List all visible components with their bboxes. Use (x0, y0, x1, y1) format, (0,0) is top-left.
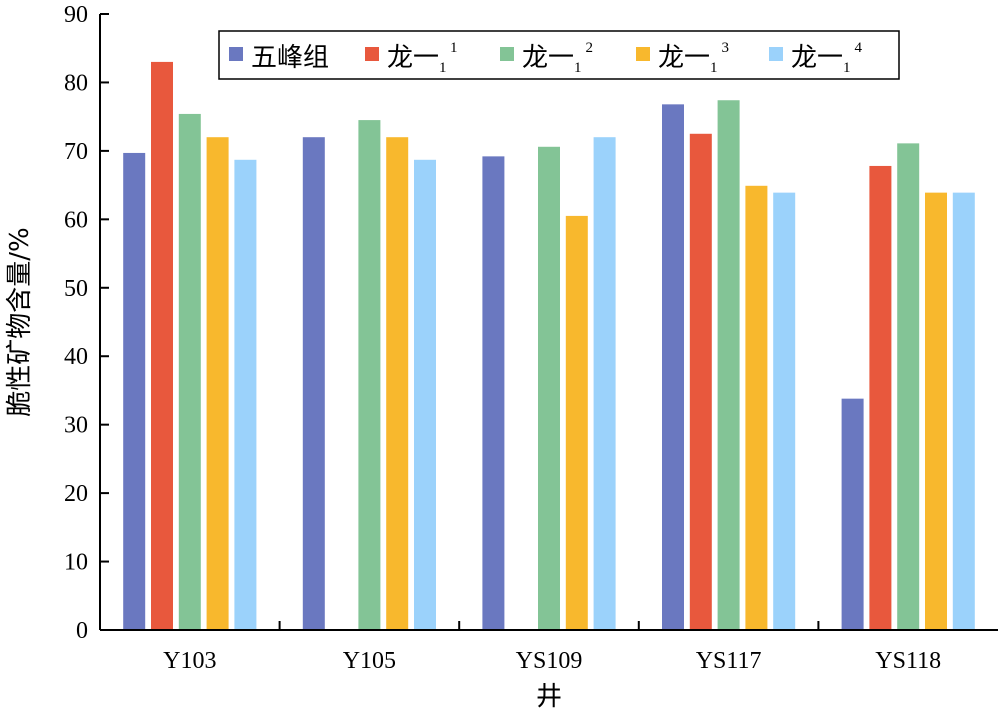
y-tick-label: 50 (64, 276, 88, 302)
bar-YS118-series-2 (897, 143, 920, 631)
bar-YS118-series-4 (952, 192, 975, 630)
bar-Y105-series-2 (358, 120, 381, 630)
bar-Y103-series-2 (178, 113, 201, 630)
bars-layer (123, 61, 975, 631)
x-tick-label: YS109 (516, 648, 583, 674)
legend: 五峰组 龙一11 龙一12 龙一13 龙一14 (218, 30, 900, 80)
bar-YS117-series-0 (662, 104, 684, 630)
bar-Y105-series-4 (414, 159, 436, 630)
y-tick-label: 70 (64, 139, 88, 165)
bar-Y103-series-1 (151, 61, 173, 630)
y-tick-label: 80 (64, 70, 88, 96)
x-tick-label: YS117 (696, 648, 762, 674)
legend-entry-label: 龙一14 (791, 40, 863, 76)
bar-Y103-series-3 (206, 137, 229, 630)
x-tick-label: YS118 (875, 648, 941, 674)
legend-box (218, 30, 900, 80)
bar-Y103-series-4 (234, 159, 257, 630)
bar-YS118-series-1 (869, 165, 892, 631)
bar-Y105-series-3 (386, 137, 409, 630)
bar-YS109-series-3 (565, 215, 588, 630)
y-tick-label: 0 (76, 618, 88, 644)
bar-YS117-series-1 (689, 133, 712, 630)
legend-entry-label: 五峰组 (251, 43, 329, 73)
bar-YS117-series-2 (717, 100, 740, 631)
y-tick-label: 90 (64, 2, 88, 28)
legend-swatch (769, 47, 783, 61)
legend-entry-label: 龙一11 (387, 40, 457, 76)
bar-YS117-series-3 (745, 185, 768, 630)
legend-swatch (500, 47, 514, 61)
x-tick-label: Y105 (343, 648, 396, 674)
legend-swatch (229, 47, 243, 61)
y-tick-label: 30 (64, 413, 88, 439)
bar-Y105-series-0 (302, 137, 325, 630)
legend-swatch (365, 47, 379, 61)
legend-entry-label: 龙一12 (522, 40, 593, 76)
y-tick-label: 60 (64, 207, 88, 233)
legend-swatch (636, 47, 650, 61)
y-tick-label: 20 (64, 481, 88, 507)
x-axis-title: 井 (536, 682, 562, 712)
y-tick-label: 10 (64, 550, 88, 576)
bar-YS117-series-4 (773, 192, 796, 630)
bar-YS118-series-0 (841, 398, 864, 630)
bar-YS109-series-0 (482, 156, 505, 630)
bar-YS118-series-3 (925, 192, 947, 630)
y-tick-label: 40 (64, 344, 88, 370)
axes-layer: 0 10 20 30 40 50 60 70 80 90 Y103 Y105 YS109 YS117 YS1… (64, 2, 998, 674)
legend-entry-label: 龙一13 (658, 40, 729, 76)
bar-YS109-series-2 (538, 146, 560, 630)
bar-YS109-series-4 (593, 137, 616, 630)
x-tick-label: Y103 (163, 648, 216, 674)
y-axis-title: 脆性矿物含量/% (5, 227, 35, 416)
bar-Y103-series-0 (123, 152, 146, 631)
